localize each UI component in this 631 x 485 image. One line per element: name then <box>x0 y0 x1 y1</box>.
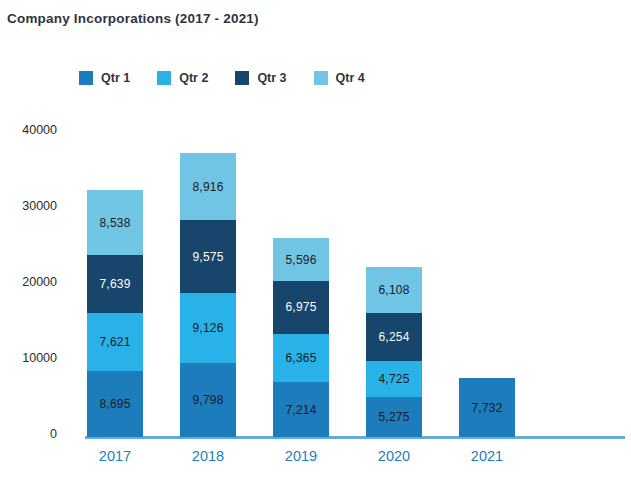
bar-value-label: 7,732 <box>471 401 502 415</box>
bar-segment-qtr3-2020: 6,254 <box>366 313 422 361</box>
bar-segment-qtr3-2017: 7,639 <box>87 255 143 313</box>
legend-swatch <box>235 71 249 85</box>
bar-value-label: 5,275 <box>378 410 409 424</box>
bar-segment-qtr2-2017: 7,621 <box>87 313 143 371</box>
bar-value-label: 9,575 <box>192 250 223 264</box>
bar-value-label: 4,725 <box>378 372 409 386</box>
bar-value-label: 9,126 <box>192 321 223 335</box>
bar-segment-qtr1-2019: 7,214 <box>273 382 329 437</box>
bar-segment-qtr1-2021: 7,732 <box>459 378 515 437</box>
bar-column-2020: 5,275 4,725 6,254 6,108 <box>366 267 422 437</box>
bar-value-label: 7,214 <box>285 403 316 417</box>
bar-value-label: 7,639 <box>99 277 130 291</box>
bar-value-label: 5,596 <box>285 253 316 267</box>
bar-value-label: 7,621 <box>99 335 130 349</box>
x-axis-label-2020: 2020 <box>359 448 429 464</box>
legend-label: Qtr 2 <box>179 71 208 85</box>
bar-segment-qtr4-2017: 8,538 <box>87 190 143 255</box>
bar-segment-qtr4-2020: 6,108 <box>366 267 422 313</box>
x-axis-label-2019: 2019 <box>266 448 336 464</box>
legend-item: Qtr 3 <box>235 71 286 85</box>
legend-swatch <box>79 71 93 85</box>
legend-label: Qtr 4 <box>336 71 365 85</box>
bar-value-label: 6,975 <box>285 300 316 314</box>
bar-segment-qtr1-2018: 9,798 <box>180 363 236 437</box>
bar-value-label: 9,798 <box>192 393 223 407</box>
y-axis-tick-label: 0 <box>0 426 57 442</box>
bar-segment-qtr4-2019: 5,596 <box>273 238 329 281</box>
legend-label: Qtr 1 <box>101 71 130 85</box>
y-axis-tick-label: 40000 <box>0 122 57 138</box>
bar-value-label: 8,916 <box>192 180 223 194</box>
chart-title: Company Incorporations (2017 - 2021) <box>7 11 259 26</box>
bar-segment-qtr1-2017: 8,695 <box>87 371 143 437</box>
x-axis-label-2017: 2017 <box>80 448 150 464</box>
x-axis-label-2021: 2021 <box>452 448 522 464</box>
chart-page: Company Incorporations (2017 - 2021) Qtr… <box>0 0 631 485</box>
bar-value-label: 6,108 <box>378 283 409 297</box>
legend-item: Qtr 2 <box>157 71 208 85</box>
bar-segment-qtr1-2020: 5,275 <box>366 397 422 437</box>
legend: Qtr 1 Qtr 2 Qtr 3 Qtr 4 <box>79 71 365 85</box>
bar-segment-qtr2-2019: 6,365 <box>273 334 329 382</box>
legend-label: Qtr 3 <box>257 71 286 85</box>
y-axis-tick-label: 30000 <box>0 198 57 214</box>
bar-segment-qtr2-2018: 9,126 <box>180 293 236 362</box>
bar-value-label: 8,695 <box>99 397 130 411</box>
bar-column-2017: 8,695 7,621 7,639 8,538 <box>87 190 143 437</box>
bar-segment-qtr3-2018: 9,575 <box>180 220 236 293</box>
bar-segment-qtr2-2020: 4,725 <box>366 361 422 397</box>
bar-column-2018: 9,798 9,126 9,575 8,916 <box>180 153 236 437</box>
bar-column-2021: 7,732 <box>459 378 515 437</box>
x-axis-line <box>85 436 625 439</box>
legend-item: Qtr 4 <box>314 71 365 85</box>
y-axis-tick-label: 10000 <box>0 350 57 366</box>
x-axis-label-2018: 2018 <box>173 448 243 464</box>
y-axis-tick-label: 20000 <box>0 274 57 290</box>
bar-value-label: 6,254 <box>378 330 409 344</box>
bar-segment-qtr3-2019: 6,975 <box>273 281 329 334</box>
legend-swatch <box>157 71 171 85</box>
bar-value-label: 6,365 <box>285 351 316 365</box>
legend-swatch <box>314 71 328 85</box>
legend-item: Qtr 1 <box>79 71 130 85</box>
bar-value-label: 8,538 <box>99 216 130 230</box>
bar-column-2019: 7,214 6,365 6,975 5,596 <box>273 238 329 437</box>
bar-segment-qtr4-2018: 8,916 <box>180 153 236 221</box>
